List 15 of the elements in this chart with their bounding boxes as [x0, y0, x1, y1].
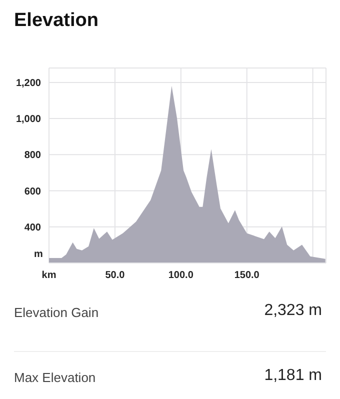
y-tick-label: 1,000 — [16, 114, 42, 126]
y-tick-label: 800 — [24, 150, 42, 162]
x-tick-label: 50.0 — [105, 270, 126, 282]
text: 2,323 m — [264, 302, 322, 320]
x-tick-label: 100.0 — [168, 270, 194, 282]
y-tick-label: 400 — [24, 222, 42, 234]
y-axis-title: m — [34, 249, 43, 260]
chart-title: Elevation — [14, 10, 98, 32]
x-tick-label: 150.0 — [234, 270, 260, 282]
y-tick-label: 600 — [24, 186, 42, 198]
text: 1,181 m — [264, 367, 322, 385]
y-tick-label: 1,200 — [16, 78, 42, 89]
text: Max Elevation — [14, 370, 96, 385]
text: Elevation Gain — [14, 305, 99, 320]
x-tick-label: km — [42, 270, 56, 282]
